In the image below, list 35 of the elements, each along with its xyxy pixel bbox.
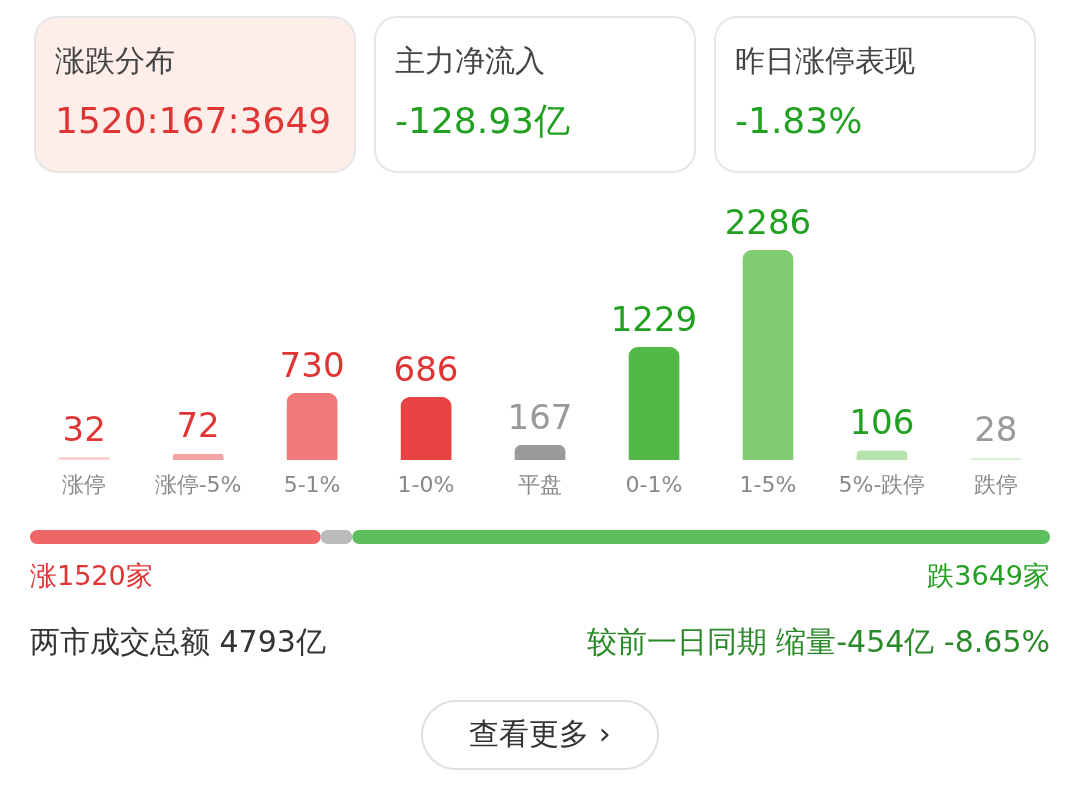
data-label: 730: [279, 344, 345, 385]
data-label: 1229: [610, 299, 698, 340]
data-label: 2286: [724, 202, 812, 242]
text: 涨1520家: [30, 560, 153, 591]
bar: [58, 457, 110, 460]
x-tick-label: 5%-跌停: [838, 471, 926, 497]
text: 昨日涨停表现: [735, 43, 915, 78]
bar: [628, 347, 680, 460]
x-tick-label: 涨停: [62, 471, 107, 497]
data-label: 72: [176, 405, 220, 446]
text: -1.83%: [735, 100, 863, 141]
x-tick-label: 涨停-5%: [154, 471, 242, 497]
data-label: 167: [507, 396, 573, 437]
x-tick-label: 跌停: [973, 471, 1018, 497]
data-label: 28: [974, 409, 1018, 450]
x-tick-label: 0-1%: [625, 471, 683, 497]
text: 查看更多 ›: [469, 716, 611, 751]
bar: [514, 444, 566, 460]
bar: [286, 392, 338, 460]
x-tick-label: 1-5%: [739, 471, 797, 497]
x-tick-label: 5-1%: [283, 471, 341, 497]
bar: [742, 250, 794, 460]
text: 较前一日同期 缩量-454亿 -8.65%: [586, 624, 1050, 659]
x-tick-label: 1-0%: [397, 471, 455, 497]
data-label: 106: [849, 402, 915, 443]
bar: [400, 396, 452, 460]
text: -128.93亿: [395, 100, 570, 141]
text: 涨跌分布: [55, 43, 175, 78]
data-label: 686: [393, 348, 459, 389]
text: 跌3649家: [927, 560, 1050, 591]
text: 两市成交总额 4793亿: [30, 624, 326, 659]
data-label: 32: [62, 409, 106, 450]
x-tick-label: 平盘: [518, 471, 562, 497]
text: 1520:167:3649: [55, 100, 332, 141]
text: 主力净流入: [395, 43, 545, 78]
